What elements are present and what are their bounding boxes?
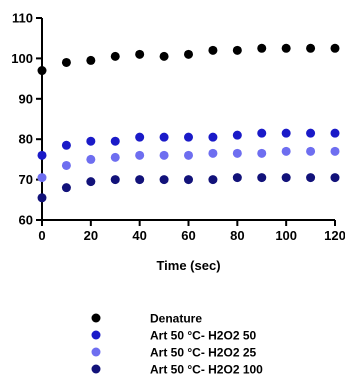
- legend-label: Art 50 °C- H2O2 25: [150, 346, 256, 360]
- data-point: [232, 173, 242, 183]
- data-point: [330, 146, 340, 156]
- data-point: [281, 146, 291, 156]
- data-point: [159, 175, 169, 185]
- legend-marker: [91, 330, 101, 340]
- x-tick-label: 20: [84, 228, 98, 243]
- data-point: [281, 128, 291, 138]
- x-tick-label: 80: [230, 228, 244, 243]
- data-point: [330, 43, 340, 53]
- x-tick-label: 40: [132, 228, 146, 243]
- data-point: [61, 57, 71, 67]
- data-point: [208, 45, 218, 55]
- data-points: [37, 43, 340, 203]
- y-tick-label: 90: [19, 91, 33, 106]
- data-point: [184, 132, 193, 142]
- data-point: [208, 132, 218, 142]
- x-tick-label: 60: [181, 228, 195, 243]
- legend-label: Denature: [150, 312, 202, 326]
- data-point: [330, 173, 340, 183]
- data-point: [110, 152, 120, 162]
- x-tick-label: 100: [275, 228, 297, 243]
- legend-marker: [91, 364, 101, 374]
- legend-marker: [91, 347, 101, 357]
- data-point: [306, 146, 316, 156]
- data-point: [135, 150, 145, 160]
- chart-axes: 60 70 80 90 100 110 0 20 40 60 80 100 120: [11, 11, 345, 244]
- data-point: [257, 148, 267, 158]
- data-point: [208, 175, 218, 185]
- y-tick-label: 110: [12, 11, 33, 26]
- data-point: [110, 175, 120, 185]
- data-point: [86, 136, 96, 146]
- data-point: [37, 150, 47, 160]
- data-point: [159, 150, 169, 160]
- data-point: [37, 66, 47, 76]
- data-point: [159, 51, 169, 61]
- data-point: [257, 173, 267, 183]
- data-point: [330, 128, 340, 138]
- data-point: [257, 43, 267, 53]
- data-point: [232, 148, 242, 158]
- data-point: [110, 136, 120, 146]
- data-point: [257, 128, 267, 138]
- legend: Denature Art 50 °C- H2O2 50 Art 50 °C- H2O…: [91, 312, 263, 377]
- data-point: [135, 175, 145, 185]
- data-point: [135, 132, 145, 142]
- data-point: [135, 49, 145, 59]
- data-point: [306, 128, 316, 138]
- data-point: [208, 148, 218, 158]
- data-point: [37, 173, 47, 183]
- data-point: [184, 150, 193, 160]
- data-point: [306, 173, 316, 183]
- legend-label: Art 50 °C- H2O2 50: [150, 329, 256, 343]
- data-point: [306, 43, 316, 53]
- data-point: [110, 51, 120, 61]
- data-point: [86, 177, 96, 187]
- y-tick-label: 80: [19, 132, 33, 147]
- data-point: [281, 173, 291, 183]
- data-point: [61, 183, 71, 193]
- y-tick-label: 70: [19, 172, 33, 187]
- data-point: [232, 45, 242, 55]
- data-point: [159, 132, 169, 142]
- legend-marker: [91, 313, 101, 323]
- x-axis-label: Time (sec): [156, 258, 220, 273]
- data-point: [86, 154, 96, 164]
- data-point: [61, 140, 71, 150]
- y-tick-label: 100: [11, 51, 33, 66]
- data-point: [184, 49, 193, 59]
- data-point: [37, 193, 47, 203]
- data-point: [61, 160, 71, 170]
- x-tick-label: 0: [38, 228, 45, 243]
- legend-label: Art 50 °C- H2O2 100: [150, 363, 263, 377]
- data-point: [281, 43, 291, 53]
- data-point: [86, 55, 96, 65]
- y-tick-label: 60: [19, 213, 33, 228]
- x-tick-label: 120: [324, 228, 345, 243]
- data-point: [184, 175, 193, 185]
- data-point: [232, 130, 242, 140]
